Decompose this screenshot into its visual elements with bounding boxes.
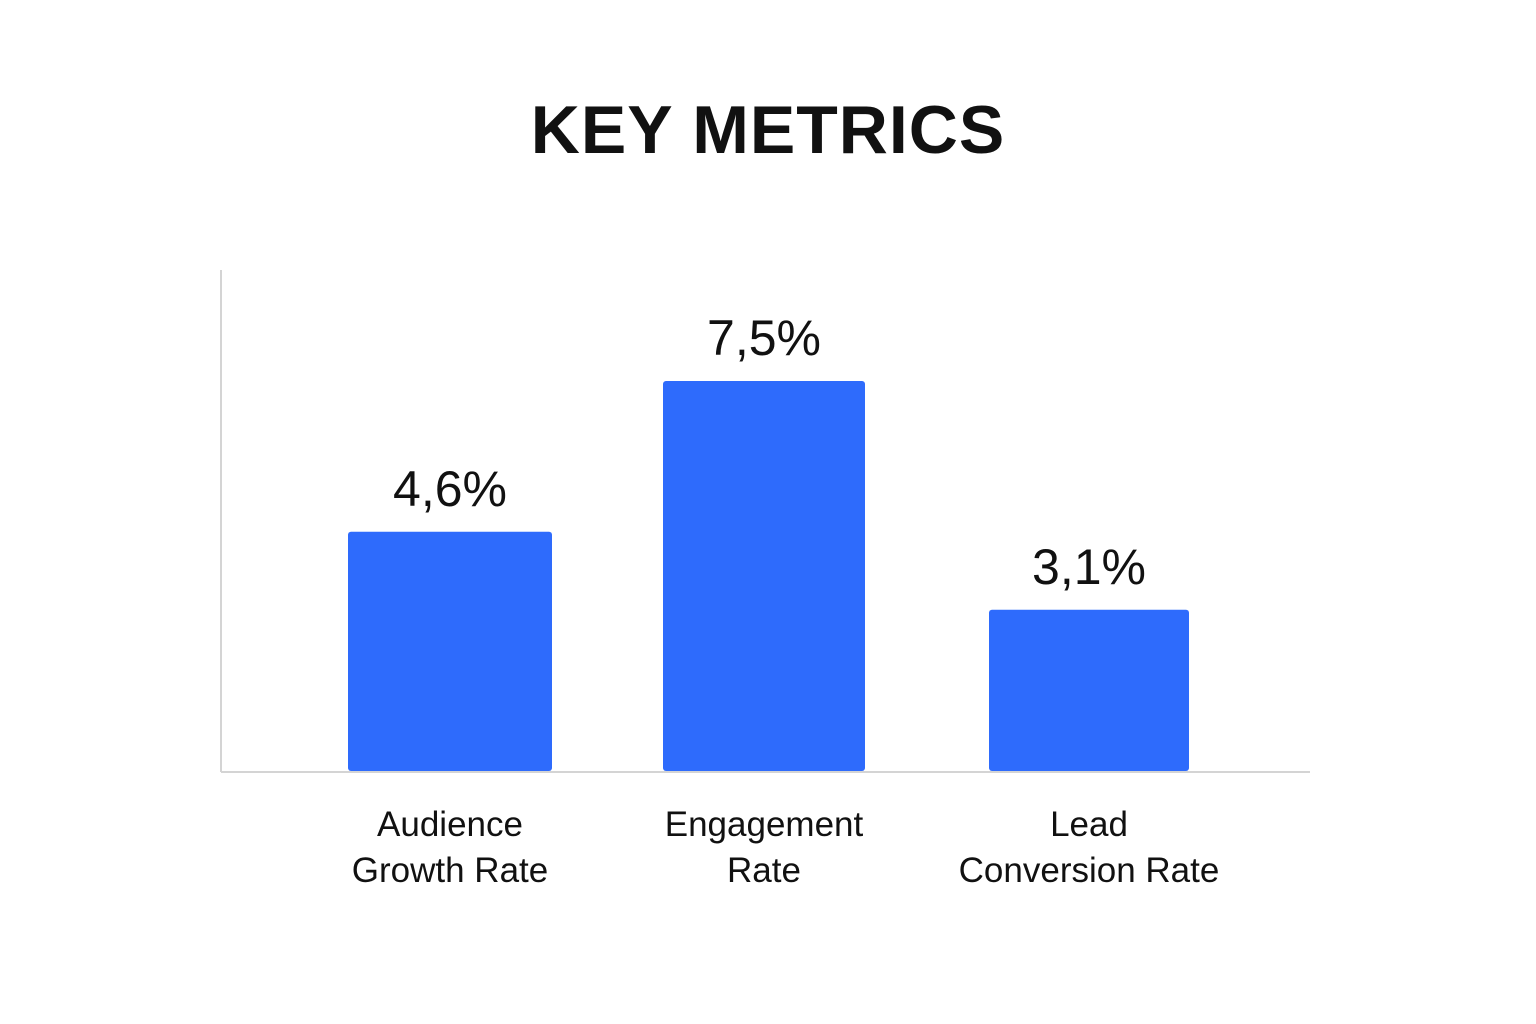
bar-3 bbox=[989, 609, 1189, 771]
data-label-1: 4,6% bbox=[393, 461, 507, 517]
data-label-2: 7,5% bbox=[707, 310, 821, 366]
bar-1 bbox=[348, 531, 552, 771]
data-label-3: 3,1% bbox=[1032, 539, 1146, 595]
chart-title: KEY METRICS bbox=[530, 92, 1006, 168]
category-label-2: Engagement Rate bbox=[665, 805, 864, 890]
category-label-1: Audience Growth Rate bbox=[352, 805, 548, 890]
bar-2 bbox=[663, 381, 865, 771]
category-label-3: Lead Conversion Rate bbox=[959, 805, 1220, 890]
